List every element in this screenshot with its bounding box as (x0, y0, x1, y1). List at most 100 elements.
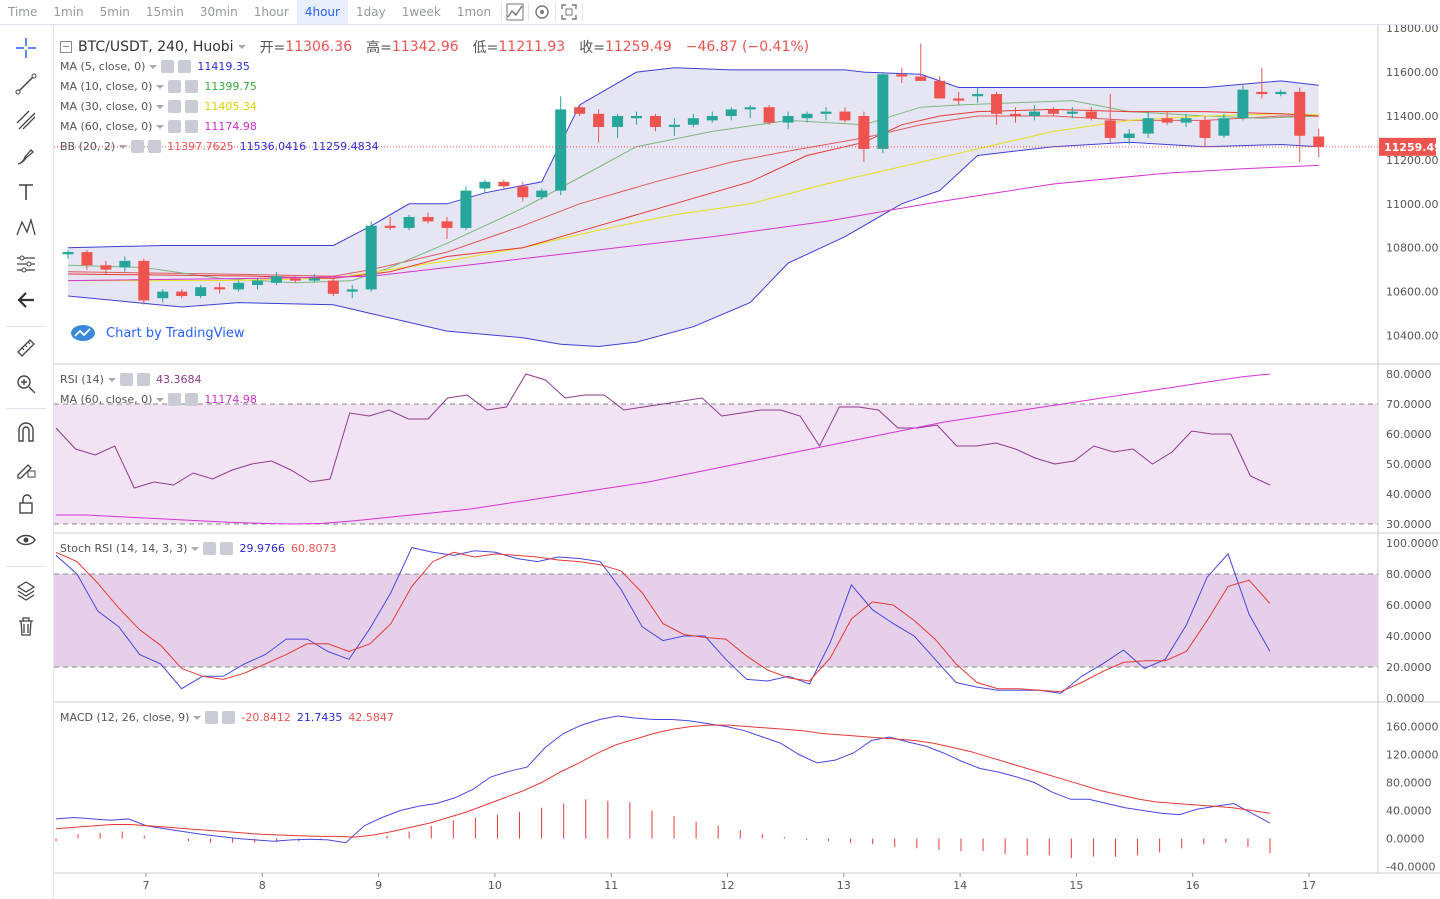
eye-icon[interactable] (11, 525, 41, 555)
ma30-line (68, 113, 1319, 282)
macd-signal-line (55, 724, 1271, 838)
trash-icon[interactable] (11, 611, 41, 641)
settings-icon[interactable] (205, 711, 219, 724)
candle-body (233, 282, 245, 290)
chevron-down-icon[interactable] (156, 124, 165, 129)
close-icon[interactable] (148, 140, 162, 153)
candle-body (1294, 91, 1306, 136)
time-tick-label: 17 (1302, 879, 1316, 892)
interval-1mon[interactable]: 1mon (456, 5, 492, 19)
candle-body (839, 111, 851, 121)
candle-body (1180, 118, 1192, 123)
time-tick-label: 8 (259, 879, 266, 892)
legend-name: MA (60, close, 0) (60, 393, 153, 406)
legend-value: 43.3684 (155, 373, 202, 386)
interval-4hour[interactable]: 4hour (296, 0, 348, 24)
close-icon[interactable] (136, 373, 150, 386)
settings-gear-icon[interactable] (531, 0, 553, 24)
crosshair-icon[interactable] (11, 33, 41, 63)
legend-ma30[interactable]: MA (30, close, 0) 11405.34 (60, 100, 257, 113)
time-tick-label: 13 (837, 879, 851, 892)
candle-body (195, 287, 207, 296)
zoom-in-icon[interactable] (11, 369, 41, 399)
candle-body (346, 289, 358, 292)
chart-style-icon[interactable] (504, 0, 526, 24)
chevron-down-icon[interactable] (156, 104, 165, 109)
chevron-down-icon[interactable] (119, 144, 128, 149)
bollinger-middle-line (67, 115, 1319, 277)
settings-icon[interactable] (168, 120, 182, 133)
legend-ma5[interactable]: MA (5, close, 0) 11419.35 (60, 60, 250, 73)
chevron-down-icon[interactable] (107, 377, 116, 382)
interval-Time[interactable]: Time (8, 5, 38, 19)
interval-15min[interactable]: 15min (145, 5, 184, 19)
prediction-icon[interactable] (11, 249, 41, 279)
legend-rsi-ma[interactable]: MA (60, close, 0) 11174.98 (60, 393, 257, 406)
legend-macd[interactable]: MACD (12, 26, close, 9) -20.8412 21.7435 42… (60, 711, 394, 724)
candle-body (877, 74, 889, 149)
pattern-icon[interactable] (11, 213, 41, 243)
settings-icon[interactable] (203, 542, 217, 555)
settings-icon[interactable] (168, 393, 182, 406)
interval-1min[interactable]: 1min (53, 5, 84, 19)
chevron-down-icon[interactable] (156, 397, 165, 402)
price-tick-label: 11400.00 (1386, 110, 1439, 123)
close-icon[interactable] (178, 60, 192, 73)
candle-body (574, 107, 586, 114)
brush-icon[interactable] (11, 141, 41, 171)
settings-icon[interactable] (168, 100, 182, 113)
toolbar-divider (501, 3, 503, 21)
candle-body (1010, 113, 1021, 116)
rsi-tick-label: 80.0000 (1386, 368, 1432, 381)
unlock-icon[interactable] (11, 489, 41, 519)
chevron-down-icon[interactable] (237, 45, 246, 49)
close-icon[interactable] (185, 393, 199, 406)
fullscreen-icon[interactable] (558, 0, 580, 24)
interval-5min[interactable]: 5min (99, 5, 130, 19)
settings-icon[interactable] (161, 60, 175, 73)
tradingview-branding[interactable]: Chart by TradingView (68, 320, 251, 346)
legend-value: 60.8073 (290, 542, 337, 555)
interval-1day[interactable]: 1day (355, 5, 386, 19)
legend-bb[interactable]: BB (20, 2) 11397.7625 11536.0416 11259.4834 (60, 140, 379, 153)
chevron-down-icon[interactable] (191, 546, 200, 551)
close-icon[interactable] (185, 100, 199, 113)
macd-tick-label: 160.0000 (1386, 721, 1439, 734)
close-icon[interactable] (220, 542, 234, 555)
candle-body (460, 190, 472, 228)
trend-line-icon[interactable] (11, 69, 41, 99)
parallel-channel-icon[interactable] (11, 105, 41, 135)
interval-1hour[interactable]: 1hour (253, 5, 289, 19)
settings-icon[interactable] (168, 80, 182, 93)
text-tool-icon[interactable] (11, 177, 41, 207)
rsi-line (55, 373, 1271, 489)
chevron-down-icon[interactable] (149, 64, 158, 69)
layers-icon[interactable] (11, 575, 41, 605)
legend-rsi[interactable]: RSI (14) 43.3684 (60, 373, 201, 386)
close-icon[interactable] (185, 120, 199, 133)
stoch-tick-label: 0.0000 (1386, 692, 1425, 705)
legend-ma10[interactable]: MA (10, close, 0) 11399.75 (60, 80, 257, 93)
back-arrow-icon[interactable] (11, 285, 41, 315)
collapse-icon[interactable] (60, 41, 72, 53)
lock-drawing-icon[interactable] (11, 453, 41, 483)
magnet-icon[interactable] (11, 417, 41, 447)
candle-body (649, 116, 661, 127)
chevron-down-icon[interactable] (193, 715, 202, 720)
legend-stoch[interactable]: Stoch RSI (14, 14, 3, 3) 29.9766 60.8073 (60, 542, 336, 555)
symbol-title[interactable]: BTC/USDT, 240, Huobi (78, 39, 234, 55)
chevron-down-icon[interactable] (156, 84, 165, 89)
ruler-icon[interactable] (11, 333, 41, 363)
candle-body (517, 186, 529, 198)
candle-body (612, 116, 624, 127)
legend-value: 11405.34 (204, 100, 257, 113)
interval-30min[interactable]: 30min (199, 5, 238, 19)
settings-icon[interactable] (119, 373, 133, 386)
legend-ma60[interactable]: MA (60, close, 0) 11174.98 (60, 120, 257, 133)
candle-body (858, 116, 870, 149)
settings-icon[interactable] (131, 140, 145, 153)
interval-1week[interactable]: 1week (401, 5, 441, 19)
close-icon[interactable] (222, 711, 236, 724)
close-icon[interactable] (185, 80, 199, 93)
